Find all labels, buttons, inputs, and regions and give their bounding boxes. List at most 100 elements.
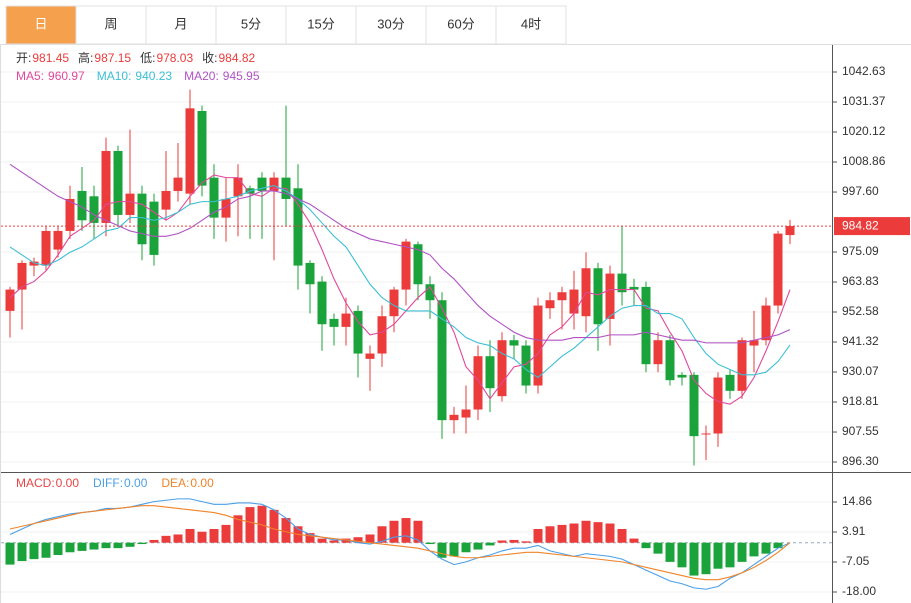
tab-label[interactable]: 4时 [521,16,541,31]
macd-bar [149,539,159,543]
tab-button[interactable] [5,5,77,45]
macd-bar [245,507,255,543]
price-tick-label: 941.32 [842,334,879,348]
macd-bar [53,542,63,556]
ohlc-label: 收: [202,51,217,65]
candle-body [425,284,435,301]
price-tick-label: 975.09 [842,244,879,258]
macd-tick-label: 14.86 [842,494,872,508]
candle-body [725,374,735,391]
macd-bar [725,542,735,568]
candle-body [605,273,615,319]
candle-body [401,241,411,290]
macd-bar [617,528,627,543]
candle-body [761,305,771,341]
tab-button[interactable] [285,5,357,45]
candle-body [689,374,699,437]
macd-bar [137,542,147,545]
candle-body [593,268,603,325]
candle-body [17,262,27,290]
ohlc-label: 低: [140,51,155,65]
candle-body [341,313,351,327]
legend-name: DIFF: [93,476,123,490]
macd-bar [413,520,423,543]
tab-button[interactable] [215,5,287,45]
candle-body [437,300,447,421]
price-tick-label: 963.83 [842,274,879,288]
macd-bar [41,542,51,558]
candle-body [653,340,663,365]
candle-body [713,377,723,434]
candle-body [497,340,507,397]
ohlc-value: 987.15 [94,51,131,65]
tab-button[interactable] [355,5,427,45]
tab-button[interactable] [145,5,217,45]
candle-body [293,188,303,266]
price-tick-label: 952.58 [842,304,879,318]
macd-bar [161,535,171,543]
macd-bar [701,542,711,575]
macd-bar [665,542,675,562]
tab-label[interactable]: 日 [34,16,47,31]
legend-name: MA5: [16,69,44,83]
macd-bar [353,537,363,543]
price-tick-label: 1008.86 [842,154,886,168]
macd-bar [281,518,291,543]
macd-bar [233,515,243,543]
macd-bar [581,520,591,543]
last-price-label: 984.82 [842,218,879,232]
macd-bar [749,542,759,557]
candle-body [161,190,171,210]
macd-bar [497,540,507,543]
tab-label[interactable]: 30分 [377,16,404,31]
candle-body [233,177,243,197]
candle-body [365,353,375,359]
macd-line [9,498,791,590]
tab-label[interactable]: 月 [174,16,187,31]
candle-body [521,345,531,386]
price-tick-label: 918.81 [842,394,879,408]
legend-value: 945.95 [223,69,260,83]
tab-label[interactable]: 15分 [307,16,334,31]
candle-body [413,244,423,285]
candle-body [185,108,195,194]
macd-bar [317,538,327,543]
macd-bar [629,538,639,543]
candle-body [389,289,399,317]
macd-bar [209,528,219,543]
candle-body [641,286,651,365]
candle-body [665,340,675,381]
candle-body [377,316,387,354]
price-tick-label: 1042.63 [842,64,886,78]
macd-bar [461,542,471,553]
legend-value: 940.23 [135,69,172,83]
macd-bar [173,534,183,543]
macd-bar [605,523,615,543]
tab-button[interactable] [495,5,567,45]
macd-bar [713,542,723,569]
ohlc-label: 开: [16,51,31,65]
candle-body [569,289,579,314]
macd-bar [401,518,411,543]
legend-name: MACD: [16,476,55,490]
candle-body [41,230,51,266]
price-tick-label: 896.30 [842,454,879,468]
candle-body [173,177,183,191]
macd-bar [473,542,483,550]
candle-body [137,193,147,245]
macd-bar [449,542,459,557]
legend-value: 0.00 [56,476,80,490]
macd-bar [269,509,279,543]
price-tick-label: 1031.37 [842,94,886,108]
legend-name: MA10: [97,69,132,83]
candle-body [785,226,795,236]
candle-body [29,261,39,266]
tab-label[interactable]: 周 [104,16,117,31]
candle-body [5,289,15,311]
candle-body [269,177,279,191]
candle-body [65,198,75,231]
tab-button[interactable] [75,5,147,45]
tab-label[interactable]: 5分 [241,16,261,31]
tab-label[interactable]: 60分 [447,16,474,31]
macd-bar [197,531,207,543]
